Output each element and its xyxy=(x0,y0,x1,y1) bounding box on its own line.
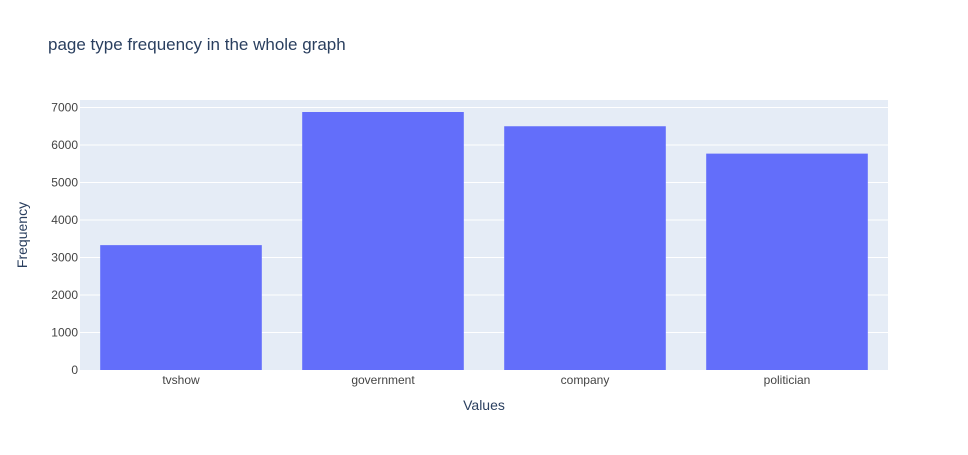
x-axis-label: Values xyxy=(463,397,505,413)
bar-politician[interactable] xyxy=(706,153,868,370)
y-axis-ticks: 0 1000 2000 3000 4000 5000 6000 7000 xyxy=(51,101,78,378)
y-axis-label: Frequency xyxy=(14,202,30,268)
bar-government[interactable] xyxy=(302,112,464,370)
x-tick-label: government xyxy=(351,373,415,387)
bar-tvshow[interactable] xyxy=(100,245,262,370)
y-tick-label: 6000 xyxy=(51,138,78,152)
x-axis-ticks: tvshow government company politician xyxy=(162,373,810,387)
y-tick-label: 7000 xyxy=(51,101,78,115)
bars xyxy=(100,112,868,370)
x-tick-label: politician xyxy=(764,373,811,387)
bar-company[interactable] xyxy=(504,126,666,370)
y-tick-label: 4000 xyxy=(51,213,78,227)
y-tick-label: 1000 xyxy=(51,326,78,340)
x-tick-label: company xyxy=(561,373,610,387)
y-tick-label: 2000 xyxy=(51,288,78,302)
x-tick-label: tvshow xyxy=(162,373,200,387)
y-tick-label: 0 xyxy=(71,363,78,377)
y-tick-label: 5000 xyxy=(51,176,78,190)
chart-title: page type frequency in the whole graph xyxy=(48,35,346,54)
y-tick-label: 3000 xyxy=(51,251,78,265)
